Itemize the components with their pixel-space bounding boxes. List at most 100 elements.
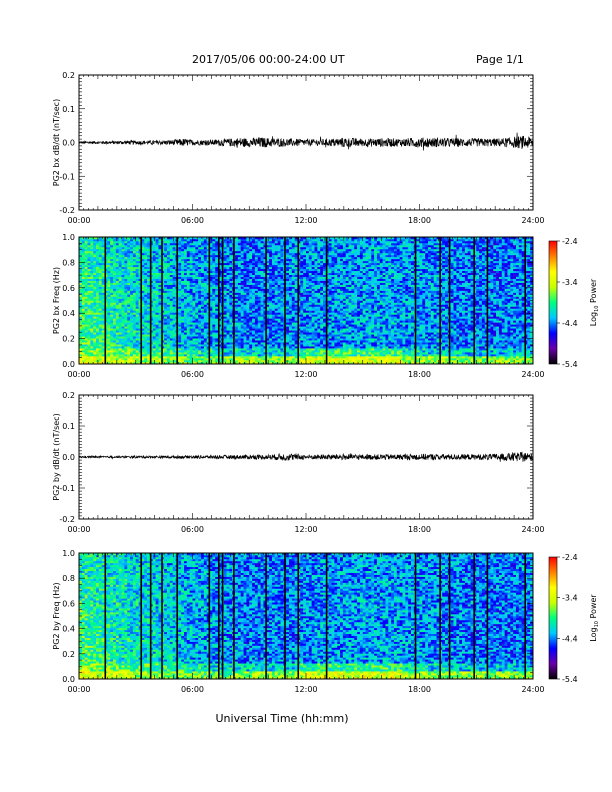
spectrogram-cell <box>141 266 145 270</box>
spectrogram-cell <box>90 238 94 242</box>
spectrogram-cell <box>101 304 105 307</box>
spectrogram-cell <box>107 292 111 295</box>
spectrogram-cell <box>141 306 145 309</box>
spectrogram-cell <box>127 286 131 289</box>
spectrogram-cell <box>107 246 111 250</box>
spectrogram-cell <box>96 348 100 351</box>
spectrogram-cell <box>155 334 159 337</box>
spectrogram-cell <box>181 350 185 353</box>
spectrogram-cell <box>79 252 83 256</box>
spectrogram-cell <box>249 252 253 256</box>
spectrogram-cell <box>178 316 182 319</box>
spectrogram-cell <box>101 334 105 337</box>
spectrogram-cell <box>172 338 176 341</box>
spectrogram-cell <box>215 344 219 347</box>
spectrogram-cell <box>218 326 222 329</box>
spectrogram-cell <box>149 302 154 305</box>
spectrogram-cell <box>121 310 125 313</box>
spectrogram-cell <box>229 350 233 353</box>
spectrogram-cell <box>215 318 219 321</box>
spectrogram-cell <box>79 284 83 287</box>
spectrogram-cell <box>110 320 114 323</box>
spectrogram-cell <box>218 330 222 333</box>
spectrogram-cell <box>166 338 171 341</box>
spectrogram-cell <box>115 260 120 264</box>
spectrogram-cell <box>269 340 273 343</box>
spectrogram-cell <box>263 328 267 331</box>
spectrogram-cell <box>209 360 213 363</box>
spectrogram-cell <box>84 274 88 277</box>
spectrogram-cell <box>195 250 199 254</box>
spectrogram-cell <box>223 294 227 297</box>
spectrogram-cell <box>183 306 188 309</box>
spectrogram-cell <box>235 242 239 246</box>
spectrogram-cell <box>203 280 207 283</box>
spectrogram-cell <box>113 318 117 321</box>
spectrogram-cell <box>183 240 188 244</box>
spectrogram-cell <box>206 260 210 264</box>
spectrogram-cell <box>183 346 188 349</box>
spectrogram-cell <box>198 276 202 279</box>
spectrogram-cell <box>186 264 190 268</box>
spectrogram-cell <box>132 288 137 291</box>
spectrogram-cell <box>286 326 290 329</box>
spectrogram-cell <box>130 296 134 299</box>
spectrogram-cell <box>107 238 111 242</box>
spectrogram-cell <box>260 272 264 275</box>
spectrogram-cell <box>260 256 264 260</box>
spectrogram-cell <box>257 352 261 355</box>
spectrogram-cell <box>124 272 128 275</box>
spectrogram-cell <box>192 238 196 242</box>
spectrogram-cell <box>172 280 176 283</box>
spectrogram-cell <box>274 308 278 311</box>
spectrogram-cell <box>280 244 284 248</box>
spectrogram-cell <box>147 254 151 258</box>
spectrogram-cell <box>141 362 145 365</box>
spectrogram-cell <box>201 242 205 246</box>
spectrogram-cell <box>215 284 219 287</box>
spectrogram-cell <box>181 308 185 311</box>
spectrogram-cell <box>209 346 213 349</box>
spectrogram-cell <box>115 358 120 361</box>
spectrogram-cell <box>135 284 139 287</box>
spectrogram-cell <box>155 242 159 246</box>
spectrogram-cell <box>209 272 213 275</box>
spectrogram-cell <box>192 344 196 347</box>
spectrogram-cell <box>280 242 284 246</box>
spectrogram-cell <box>172 242 176 246</box>
spectrogram-cell <box>178 358 182 361</box>
spectrogram-cell <box>181 328 185 331</box>
spectrogram-cell <box>203 304 207 307</box>
spectrogram-cell <box>135 358 139 361</box>
spectrogram-cell <box>274 260 278 264</box>
spectrogram-cell <box>201 336 205 339</box>
spectrogram-cell <box>121 326 125 329</box>
spectrogram-cell <box>90 306 94 309</box>
spectrogram-cell <box>198 330 202 333</box>
spectrogram-cell <box>206 340 210 343</box>
spectrogram-cell <box>206 256 210 260</box>
spectrogram-cell <box>274 354 278 357</box>
spectrogram-cell <box>254 320 259 323</box>
spectrogram-cell <box>172 238 176 242</box>
spectrogram-cell <box>161 282 165 285</box>
spectrogram-cell <box>226 266 230 270</box>
spectrogram-cell <box>183 294 188 297</box>
spectrogram-cell <box>215 334 219 337</box>
spectrogram-cell <box>263 326 267 329</box>
spectrogram-cell <box>107 332 111 335</box>
spectrogram-cell <box>249 346 253 349</box>
spectrogram-cell <box>152 332 156 335</box>
spectrogram-cell <box>212 238 216 242</box>
spectrogram-cell <box>212 237 216 240</box>
spectrogram-cell <box>169 308 173 311</box>
spectrogram-cell <box>107 320 111 323</box>
spectrogram-cell <box>158 358 162 361</box>
spectrogram-cell <box>147 258 151 262</box>
spectrogram-cell <box>215 282 219 285</box>
spectrogram-cell <box>212 256 216 260</box>
spectrogram-cell <box>164 272 168 275</box>
spectrogram-cell <box>198 256 202 260</box>
spectrogram-cell <box>183 296 188 299</box>
spectrogram-cell <box>206 294 210 297</box>
